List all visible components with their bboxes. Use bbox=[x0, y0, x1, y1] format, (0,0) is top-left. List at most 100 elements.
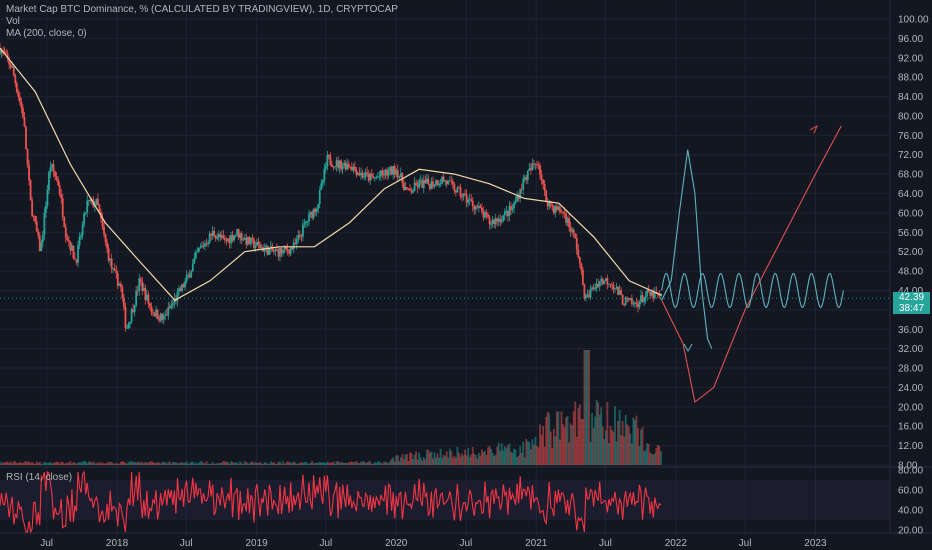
volume-bar bbox=[519, 446, 522, 465]
candle-body bbox=[317, 203, 320, 209]
volume-bar bbox=[638, 446, 641, 465]
candle-body bbox=[171, 303, 174, 305]
volume-bar bbox=[249, 462, 252, 465]
candle-body bbox=[474, 206, 477, 210]
projection-path-2 bbox=[661, 125, 842, 403]
candle-body bbox=[265, 245, 268, 249]
volume-bar bbox=[265, 462, 268, 465]
candle-body bbox=[314, 208, 317, 212]
candle-body bbox=[586, 294, 589, 296]
candle-body bbox=[80, 235, 82, 238]
volume-bar bbox=[256, 462, 258, 465]
candle-body bbox=[308, 213, 310, 222]
candle-body bbox=[366, 172, 369, 174]
volume-bar bbox=[5, 462, 8, 465]
candle-body bbox=[529, 168, 532, 171]
candle-body bbox=[22, 107, 24, 117]
candle-body bbox=[28, 165, 30, 181]
volume-bar bbox=[615, 441, 618, 465]
price-axis-tick: 72.00 bbox=[898, 150, 923, 161]
candle-body bbox=[150, 306, 153, 313]
volume-bar bbox=[617, 420, 619, 465]
volume-bar bbox=[220, 462, 223, 465]
candle-body bbox=[572, 229, 575, 234]
candle-body bbox=[228, 238, 231, 244]
volume-bar bbox=[130, 461, 133, 465]
time-axis-tick: Jul bbox=[319, 538, 332, 549]
candle-body bbox=[8, 58, 11, 65]
volume-bar bbox=[18, 462, 21, 465]
price-axis-tick: 48.00 bbox=[898, 267, 923, 278]
candle-body bbox=[84, 212, 87, 214]
candle-body bbox=[12, 66, 15, 76]
candle-body bbox=[161, 313, 164, 320]
candle-body bbox=[38, 235, 41, 252]
candle-body bbox=[445, 180, 448, 185]
volume-bar bbox=[80, 462, 82, 465]
candle-body bbox=[462, 193, 465, 197]
candle-body bbox=[197, 248, 200, 252]
volume-bar bbox=[369, 461, 372, 465]
volume-bar bbox=[329, 462, 332, 465]
volume-bar bbox=[484, 450, 486, 465]
candle-body bbox=[476, 206, 479, 208]
candle-body bbox=[629, 298, 632, 301]
last-price-badge: 42.39 38:47 bbox=[893, 292, 930, 314]
candle-body bbox=[585, 295, 587, 299]
candle-body bbox=[526, 170, 529, 181]
volume-bar bbox=[445, 451, 448, 465]
candle-body bbox=[546, 201, 549, 207]
volume-bar bbox=[326, 461, 329, 465]
candle-body bbox=[295, 239, 298, 245]
candle-body bbox=[617, 286, 619, 295]
volume-bar bbox=[170, 463, 173, 465]
volume-bar bbox=[497, 442, 500, 465]
volume-bar bbox=[253, 463, 255, 465]
volume-bar bbox=[84, 461, 87, 465]
volume-bar bbox=[552, 428, 555, 465]
arrow-icon bbox=[683, 343, 693, 353]
volume-bar bbox=[144, 462, 147, 465]
volume-bar bbox=[464, 449, 466, 465]
volume-bar bbox=[87, 461, 90, 465]
candle-body bbox=[257, 241, 260, 245]
rsi-axis-tick: 80.00 bbox=[898, 466, 923, 477]
candle-body bbox=[577, 249, 580, 258]
volume-bar bbox=[147, 462, 150, 465]
candle-body bbox=[20, 101, 23, 108]
candle-body bbox=[606, 278, 609, 285]
volume-bar bbox=[20, 462, 23, 465]
candle-body bbox=[179, 288, 182, 292]
candle-body bbox=[565, 213, 567, 223]
candle-body bbox=[427, 178, 430, 185]
candle-body bbox=[153, 313, 156, 317]
candle-body bbox=[624, 297, 627, 305]
candle-body bbox=[503, 211, 506, 216]
volume-bar bbox=[83, 461, 86, 465]
candle-body bbox=[194, 252, 197, 259]
last-price-value: 42.39 bbox=[898, 292, 925, 303]
volume-bar bbox=[407, 460, 410, 465]
candle-body bbox=[425, 178, 428, 183]
volume-bar bbox=[436, 453, 439, 465]
volume-bar bbox=[323, 462, 326, 465]
candle-body bbox=[580, 263, 583, 271]
volume-bar bbox=[54, 462, 56, 465]
price-axis-tick: 64.00 bbox=[898, 189, 923, 200]
volume-bar bbox=[277, 462, 280, 465]
price-axis-tick: 96.00 bbox=[898, 34, 923, 45]
volume-bar bbox=[222, 461, 225, 465]
volume-bar bbox=[560, 411, 563, 465]
candle-body bbox=[392, 166, 395, 175]
price-axis-tick: 76.00 bbox=[898, 131, 923, 142]
volume-bar bbox=[288, 462, 291, 465]
candle-body bbox=[513, 203, 515, 208]
volume-bar bbox=[458, 453, 460, 465]
candle-body bbox=[328, 154, 330, 157]
candle-body bbox=[516, 196, 518, 202]
candle-body bbox=[95, 198, 98, 205]
candle-body bbox=[649, 291, 652, 296]
volume-bar bbox=[119, 461, 122, 465]
candle-body bbox=[375, 176, 378, 178]
